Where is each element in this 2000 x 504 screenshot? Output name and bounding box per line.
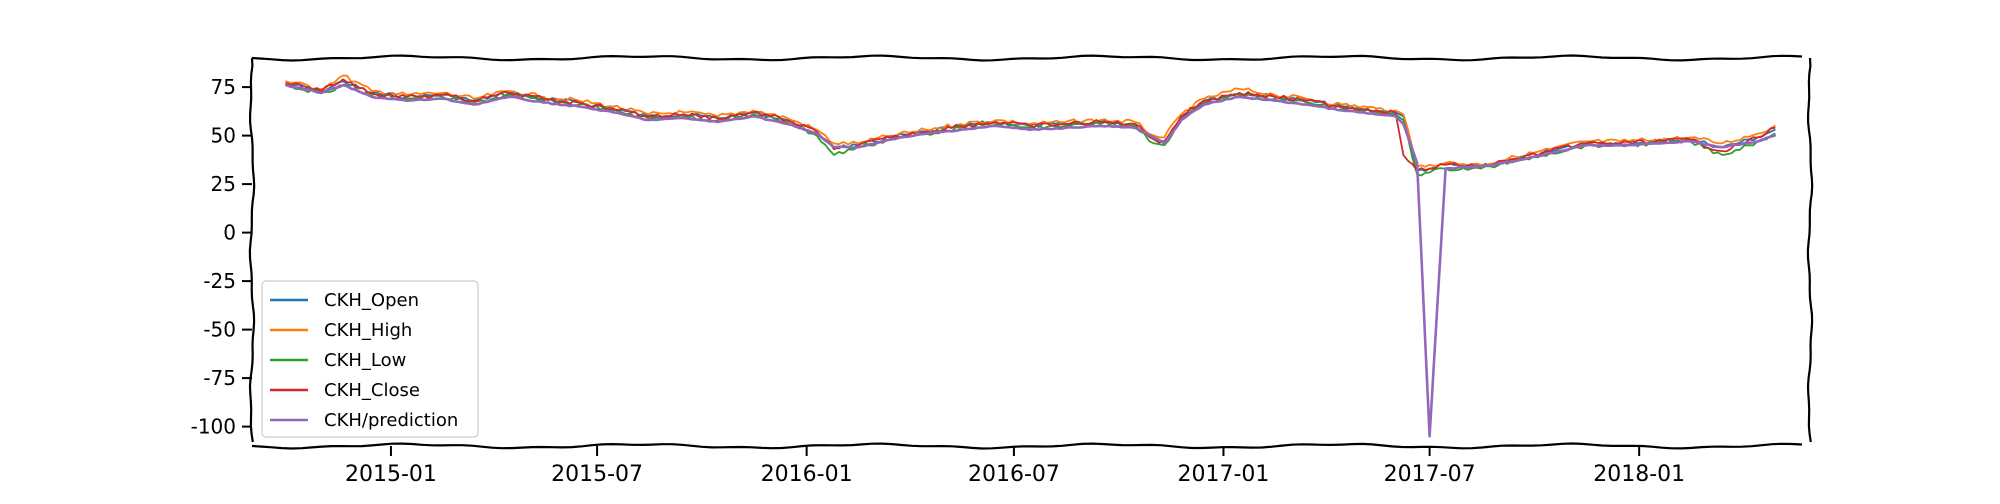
y-tick-label: -25 [203,269,236,293]
x-tick-label: 2018-01 [1593,462,1685,487]
x-tick-label: 2015-01 [345,462,437,487]
y-tick-label: 25 [211,172,236,196]
x-axis: 2015-01 2015-07 2016-01 2016-07 2017-01 2017-… [345,446,1685,487]
plot-frame [248,54,1814,450]
legend-box [261,280,479,438]
x-tick-label: 2016-01 [761,462,853,487]
legend-label-ckh-low: CKH_Low [324,350,406,371]
y-tick-label: 50 [211,124,236,148]
y-tick-label: 75 [211,75,236,99]
legend: CKH_Open CKH_High CKH_Low CKH_Close CKH/pred… [261,280,479,438]
x-tick-label: 2017-01 [1178,462,1270,487]
series-line-ckh-prediction [284,83,1776,438]
frame-right [1806,57,1814,443]
y-tick-label: -75 [203,366,236,390]
x-tick-label: 2015-07 [551,462,643,487]
frame-top [251,54,1803,62]
frame-bottom [251,442,1803,450]
legend-label-ckh-high: CKH_High [324,320,412,341]
legend-label-ckh-close: CKH_Close [324,380,420,401]
y-tick-label: -100 [191,415,236,439]
legend-label-ckh-open: CKH_Open [324,290,419,311]
y-tick-label: -50 [203,318,236,342]
frame-left [248,57,256,443]
series-layer [284,74,1776,438]
series-line-ckh-close [285,78,1776,172]
y-tick-label: 0 [223,221,236,245]
x-tick-label: 2017-07 [1384,462,1476,487]
y-axis: 75 50 25 0 -25 -50 -75 -100 [191,75,252,439]
legend-label-ckh-prediction: CKH/prediction [324,410,458,431]
x-tick-label: 2016-07 [968,462,1060,487]
